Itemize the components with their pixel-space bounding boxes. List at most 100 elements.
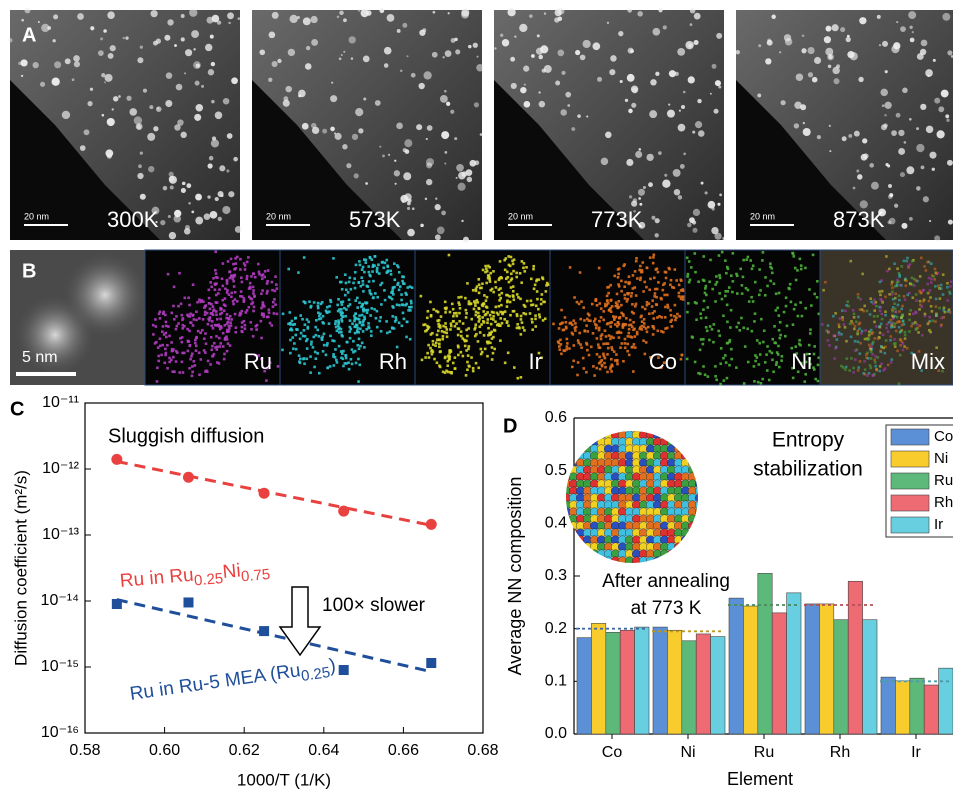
eds-pixel (809, 328, 812, 331)
temperature-label: 773K (591, 207, 643, 232)
eds-pixel (717, 330, 720, 333)
eds-pixel (369, 314, 372, 317)
particle (705, 191, 708, 194)
particle (948, 220, 953, 225)
eds-pixel (636, 331, 639, 334)
eds-pixel (312, 346, 315, 349)
particle (456, 177, 458, 179)
eds-pixel (643, 318, 646, 321)
eds-pixel (439, 350, 442, 353)
particle (387, 14, 395, 22)
element-label: Ru (244, 349, 272, 374)
eds-pixel (605, 335, 608, 338)
particle (455, 49, 460, 54)
particle (758, 44, 761, 47)
eds-pixel (861, 330, 864, 333)
particle (143, 89, 147, 93)
particle (404, 139, 412, 147)
particle (529, 14, 532, 17)
panel-label: C (10, 398, 24, 420)
eds-pixel (229, 321, 232, 324)
eds-pixel (586, 343, 589, 346)
particle (169, 232, 176, 239)
element-label: Ir (529, 349, 542, 374)
eds-pixel (170, 341, 173, 344)
eds-pixel (272, 301, 275, 304)
particle (900, 172, 905, 177)
eds-pixel (432, 343, 435, 346)
eds-pixel (789, 283, 792, 286)
particle (620, 80, 623, 83)
eds-pixel (424, 323, 427, 326)
eds-pixel (165, 325, 168, 328)
x-tick-label: 0.66 (388, 742, 419, 759)
particle (103, 29, 106, 32)
particle (375, 100, 381, 106)
eds-pixel (601, 333, 604, 336)
eds-pixel (338, 345, 341, 348)
eds-pixel (224, 324, 227, 327)
eds-pixel (465, 339, 468, 342)
particle (210, 211, 218, 219)
eds-pixel (436, 334, 439, 337)
eds-pixel (291, 336, 294, 339)
atom (590, 424, 599, 433)
eds-pixel (315, 357, 318, 360)
eds-pixel (354, 271, 357, 274)
x-axis-label: 1000/T (1/K) (237, 770, 331, 789)
bar (696, 634, 710, 734)
eds-pixel (891, 281, 894, 284)
eds-pixel (189, 321, 192, 324)
eds-pixel (894, 293, 897, 296)
eds-pixel (700, 317, 703, 320)
eds-pixel (610, 358, 613, 361)
eds-pixel (229, 270, 232, 273)
eds-pixel (494, 281, 497, 284)
eds-pixel (598, 329, 601, 332)
eds-pixel (362, 280, 365, 283)
eds-pixel (226, 282, 229, 285)
particle (196, 104, 204, 112)
particle (561, 71, 565, 75)
eds-pixel (466, 335, 469, 338)
eds-pixel (736, 292, 739, 295)
eds-pixel (426, 317, 429, 320)
particle (850, 52, 858, 60)
eds-pixel (350, 358, 353, 361)
y-tick-label: 0.2 (545, 620, 567, 637)
element-label: Co (649, 349, 677, 374)
particle (476, 56, 478, 58)
eds-pixel (220, 308, 223, 311)
eds-pixel (928, 329, 931, 332)
atom (674, 438, 683, 447)
eds-pixel (884, 314, 887, 317)
eds-pixel (436, 338, 439, 341)
eds-pixel (399, 285, 402, 288)
eds-pixel (869, 297, 872, 300)
particle (160, 220, 165, 225)
eds-pixel (724, 295, 727, 298)
eds-pixel (859, 342, 862, 345)
eds-pixel (509, 265, 512, 268)
eds-pixel (476, 301, 479, 304)
particle (322, 129, 327, 134)
eds-pixel (792, 377, 795, 380)
eds-pixel (785, 305, 788, 308)
particle (272, 61, 278, 67)
eds-pixel (607, 292, 610, 295)
particle (166, 72, 173, 79)
particle (891, 130, 897, 136)
eds-pixel (836, 338, 839, 341)
eds-pixel (635, 257, 638, 260)
eds-pixel (893, 325, 896, 328)
eds-pixel (266, 316, 269, 319)
particle (500, 34, 503, 37)
eds-pixel (455, 312, 458, 315)
particle (105, 149, 113, 157)
eds-pixel (498, 305, 501, 308)
particle (693, 40, 698, 45)
eds-pixel (244, 327, 247, 330)
eds-pixel (878, 290, 881, 293)
particle (523, 66, 529, 72)
particle (494, 47, 496, 49)
